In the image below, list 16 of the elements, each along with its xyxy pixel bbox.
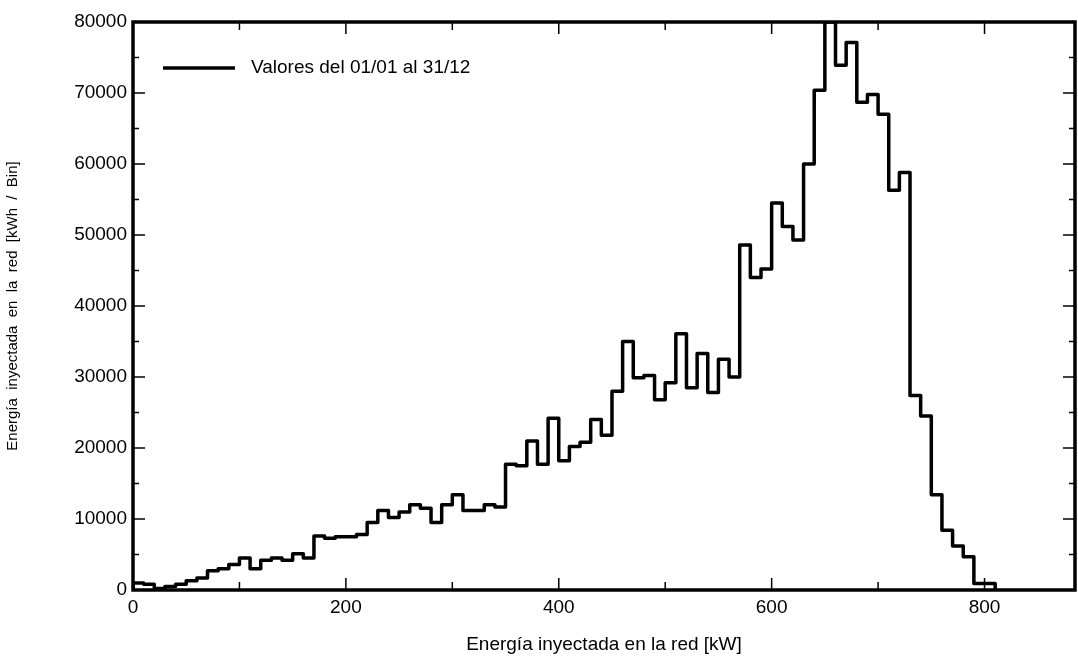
y-tick-label: 60000 (74, 152, 127, 174)
x-tick-label: 200 (330, 595, 362, 617)
x-tick-label: 800 (968, 595, 1001, 617)
y-tick-label: 30000 (74, 365, 127, 387)
y-tick-label: 80000 (74, 10, 127, 32)
legend-label: Valores del 01/01 al 31/12 (251, 56, 471, 78)
y-tick-label: 0 (116, 578, 127, 600)
y-tick-label: 40000 (74, 294, 127, 316)
x-tick-label: 600 (755, 595, 788, 617)
y-tick-label: 70000 (74, 81, 127, 103)
y-tick-label: 10000 (74, 507, 127, 529)
y-tick-label: 50000 (74, 223, 127, 245)
y-tick-label: 20000 (74, 436, 127, 458)
y-axis-title: Energía inyectada en la red [kWh / Bin] (3, 161, 21, 451)
x-axis-title: Energía inyectada en la red [kW] (466, 632, 742, 654)
x-tick-label: 400 (542, 595, 575, 617)
